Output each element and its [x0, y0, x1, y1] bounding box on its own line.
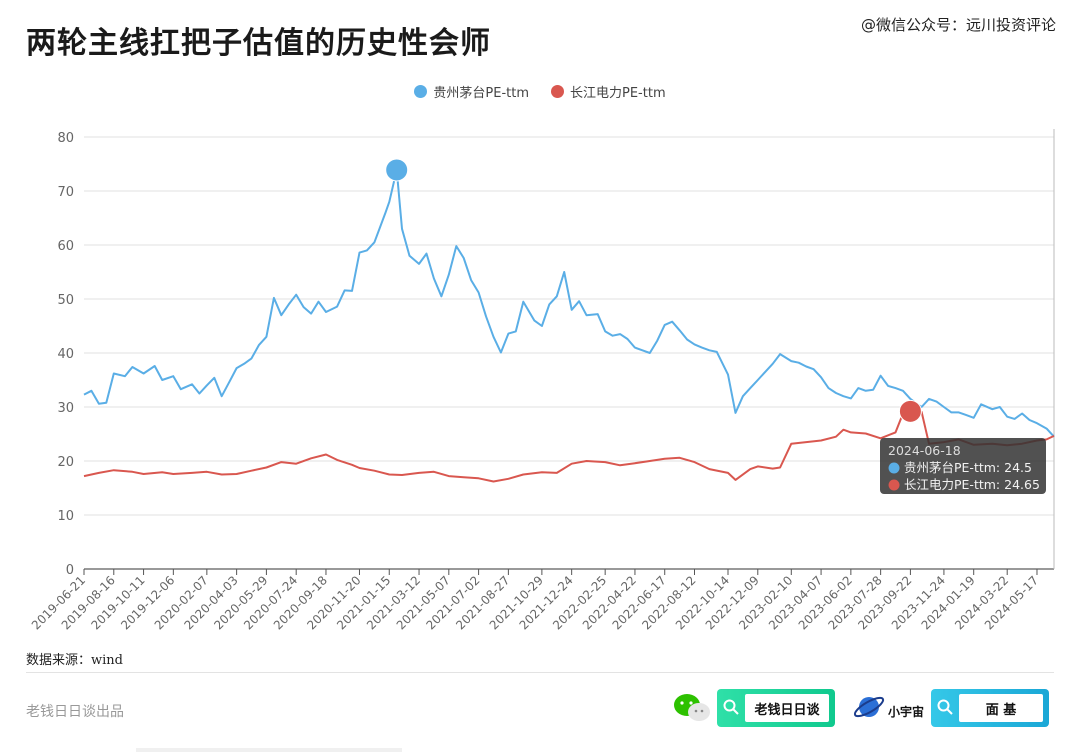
tooltip-dot: [888, 479, 900, 491]
pill-label-laoqian: 老钱日日谈: [745, 694, 829, 722]
legend-item-cypc[interactable]: 长江电力PE-ttm: [551, 82, 666, 101]
legend-label-cypc: 长江电力PE-ttm: [570, 86, 666, 101]
y-tick-label: 80: [57, 131, 74, 146]
wechat-icon[interactable]: [672, 692, 712, 724]
watermark: @微信公众号：远川投资评论: [860, 16, 1056, 34]
planet-icon[interactable]: [852, 690, 886, 724]
xiaoyuzhou-label: 小宇宙: [888, 705, 925, 719]
search-icon: [723, 699, 739, 715]
tooltip-row: 长江电力PE-ttm: 24.65: [904, 477, 1040, 492]
data-source-note: 数据来源：wind: [26, 653, 123, 668]
tooltip-date: 2024-06-18: [888, 443, 961, 458]
y-tick-label: 40: [57, 347, 74, 362]
laoqian-search-button[interactable]: 老钱日日谈: [717, 689, 835, 727]
series-line-maotai: [83, 168, 1055, 438]
legend-dot-maotai: [414, 85, 428, 98]
line-chart: 010203040506070802019-06-212019-08-16201…: [29, 129, 1055, 632]
highlight-point: [898, 399, 922, 423]
y-tick-label: 30: [57, 401, 74, 416]
tooltip-row: 贵州茅台PE-ttm: 24.5: [904, 460, 1032, 475]
footer-brand: 老钱日日谈出品: [26, 704, 124, 720]
tooltip-dot: [888, 462, 900, 474]
footer-divider: [26, 672, 1054, 673]
y-tick-label: 20: [57, 455, 74, 470]
chart-legend: 贵州茅台PE-ttm 长江电力PE-ttm: [0, 82, 1080, 101]
y-tick-label: 70: [57, 185, 74, 200]
pill-label-mianji: 面 基: [959, 694, 1043, 722]
y-tick-label: 10: [57, 509, 74, 524]
mianji-search-button[interactable]: 面 基: [931, 689, 1049, 727]
legend-label-maotai: 贵州茅台PE-ttm: [433, 86, 529, 101]
bottom-bar: [136, 748, 402, 752]
y-tick-label: 50: [57, 293, 74, 308]
highlight-point: [385, 158, 409, 182]
y-tick-label: 0: [66, 563, 74, 578]
search-icon: [937, 699, 953, 715]
page-title: 两轮主线扛把子估值的历史性会师: [26, 26, 491, 61]
y-tick-label: 60: [57, 239, 74, 254]
legend-item-maotai[interactable]: 贵州茅台PE-ttm: [414, 82, 529, 101]
legend-dot-cypc: [551, 85, 564, 98]
tooltip-box: [880, 438, 1046, 494]
